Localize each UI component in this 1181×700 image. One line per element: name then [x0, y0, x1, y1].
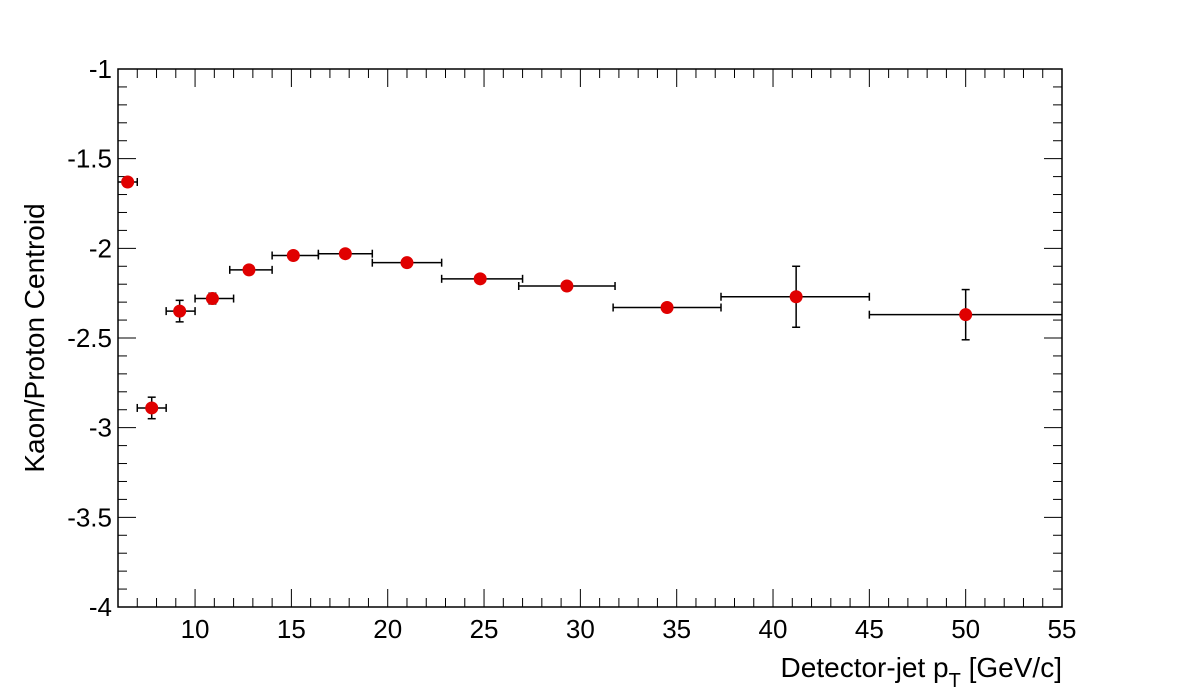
data-marker — [660, 301, 674, 315]
data-marker — [400, 256, 414, 270]
y-tick-label: -3 — [89, 413, 112, 443]
y-tick-label: -3.5 — [67, 502, 112, 532]
x-axis-title: Detector-jet pT [GeV/c] — [781, 652, 1062, 692]
y-tick-label: -2.5 — [67, 323, 112, 353]
x-axis-title-tail: [GeV/c] — [961, 652, 1062, 683]
y-tick-label: -4 — [89, 592, 112, 622]
data-marker — [959, 308, 973, 322]
data-marker — [338, 247, 352, 261]
x-tick-label: 40 — [759, 614, 788, 644]
x-tick-label: 55 — [1048, 614, 1077, 644]
data-point — [720, 265, 871, 328]
data-marker — [173, 304, 187, 318]
data-point — [612, 301, 722, 315]
data-point — [440, 272, 524, 286]
x-tick-label: 50 — [951, 614, 980, 644]
y-axis-title: Kaon/Proton Centroid — [19, 203, 50, 472]
plot-frame — [117, 68, 1063, 608]
data-marker — [286, 249, 300, 263]
x-tick-label: 35 — [662, 614, 691, 644]
data-point — [136, 396, 167, 420]
data-marker — [560, 279, 574, 293]
data-point — [317, 247, 374, 261]
data-point — [371, 256, 443, 270]
data-point — [165, 299, 196, 323]
data-point — [118, 175, 139, 189]
data-marker — [205, 292, 219, 306]
x-axis-title-main: Detector-jet p — [781, 652, 949, 683]
y-tick-label: -1 — [89, 54, 112, 84]
data-marker — [121, 175, 135, 189]
x-axis-title-sub: T — [949, 670, 961, 692]
data-point — [868, 288, 1062, 341]
data-marker — [473, 272, 487, 286]
y-tick-label: -2 — [89, 233, 112, 263]
data-marker — [789, 290, 803, 304]
data-point — [228, 263, 273, 277]
y-tick-label: -1.5 — [67, 144, 112, 174]
data-point — [271, 249, 320, 263]
x-tick-label: 10 — [181, 614, 210, 644]
x-tick-label: 30 — [566, 614, 595, 644]
data-point — [194, 292, 235, 306]
data-marker — [145, 401, 159, 415]
x-tick-label: 15 — [277, 614, 306, 644]
x-tick-label: 45 — [855, 614, 884, 644]
x-tick-label: 20 — [373, 614, 402, 644]
x-tick-label: 25 — [470, 614, 499, 644]
data-marker — [242, 263, 256, 277]
data-point — [517, 279, 616, 293]
